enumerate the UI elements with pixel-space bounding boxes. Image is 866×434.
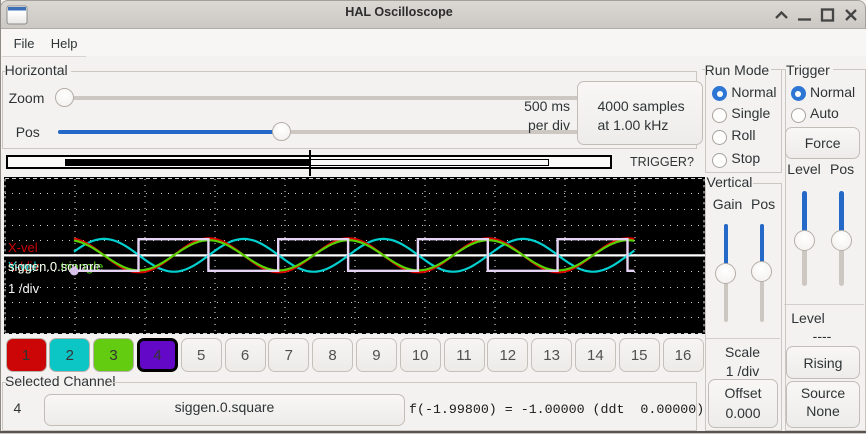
- svg-text:1 /div: 1 /div: [8, 281, 40, 296]
- svg-text:Y-vel: Y-vel: [8, 259, 37, 274]
- svg-text:X-vel: X-vel: [8, 240, 38, 255]
- svg-text:1 /div: 1 /div: [8, 259, 40, 274]
